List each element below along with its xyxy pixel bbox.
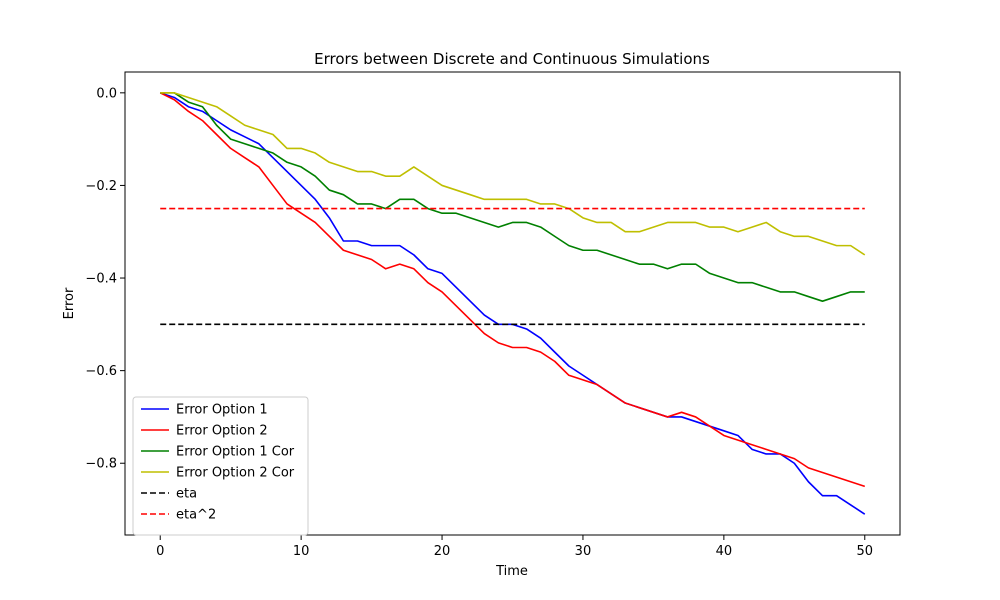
x-tick-label: 10 <box>293 544 310 559</box>
x-axis: 0 10 20 30 40 50 <box>156 535 873 559</box>
legend-label: eta^2 <box>176 508 216 523</box>
x-tick-label: 50 <box>856 544 873 559</box>
legend-label: Error Option 2 <box>176 424 268 439</box>
legend: Error Option 1 Error Option 2 Error Option… <box>132 396 309 536</box>
y-tick-label: −0.4 <box>85 272 117 287</box>
y-axis: 0.0 −0.2 −0.4 −0.6 −0.8 <box>85 86 125 472</box>
y-tick-label: 0.0 <box>96 86 117 101</box>
legend-label: Error Option 1 Cor <box>176 445 295 460</box>
x-axis-label: Time <box>495 564 528 579</box>
legend-label: Error Option 1 <box>176 403 268 418</box>
y-tick-label: −0.2 <box>85 179 117 194</box>
legend-label: eta <box>176 487 197 502</box>
series-line-2 <box>159 92 866 488</box>
x-tick-label: 20 <box>434 544 451 559</box>
chart-title: Errors between Discrete and Continuous S… <box>314 50 710 68</box>
y-tick-label: −0.6 <box>85 364 117 379</box>
series-line-4 <box>160 92 866 256</box>
x-tick-label: 0 <box>156 544 164 559</box>
series-line-3 <box>160 92 865 302</box>
x-tick-label: 40 <box>716 544 733 559</box>
series-layer <box>159 92 866 515</box>
plot-area-frame <box>124 71 901 536</box>
legend-label: Error Option 2 Cor <box>176 466 295 481</box>
y-axis-label: Error <box>62 287 77 319</box>
y-tick-label: −0.8 <box>85 457 117 472</box>
legend-box <box>132 396 309 536</box>
x-tick-label: 30 <box>575 544 592 559</box>
